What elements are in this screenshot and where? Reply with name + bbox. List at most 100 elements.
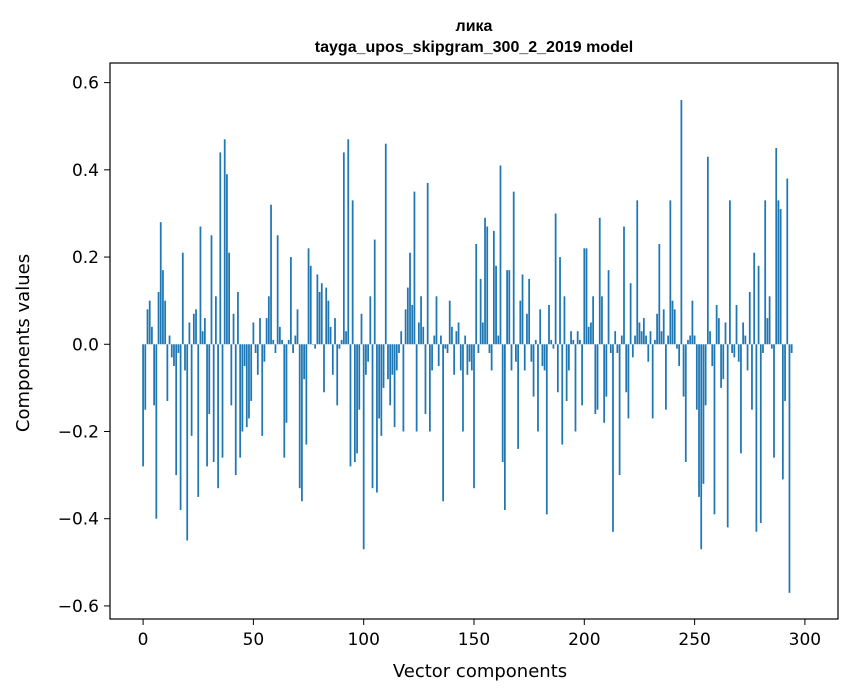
bar-241 <box>673 309 676 345</box>
bar-17 <box>179 344 182 510</box>
bar-109 <box>382 344 385 388</box>
bar-238 <box>667 335 670 345</box>
bar-136 <box>442 344 444 502</box>
bar-89 <box>338 344 341 349</box>
bar-177 <box>532 344 535 397</box>
bar-219 <box>625 344 628 393</box>
bar-2 <box>146 309 149 345</box>
bars-group <box>142 100 793 593</box>
bar-184 <box>548 305 550 345</box>
bar-111 <box>387 344 389 380</box>
bar-128 <box>424 344 427 415</box>
bar-166 <box>508 270 511 345</box>
bar-69 <box>294 335 297 345</box>
bar-217 <box>620 335 623 345</box>
bar-283 <box>766 318 769 345</box>
bar-61 <box>276 235 279 345</box>
bar-285 <box>770 344 773 349</box>
bar-284 <box>768 296 771 345</box>
bar-63 <box>281 339 283 345</box>
bar-163 <box>501 344 504 463</box>
bar-93 <box>347 139 350 345</box>
bar-169 <box>515 344 517 362</box>
bar-90 <box>340 339 343 345</box>
bar-246 <box>684 344 687 463</box>
bar-66 <box>287 339 290 345</box>
bar-117 <box>400 331 403 345</box>
bar-164 <box>504 344 506 510</box>
bar-206 <box>596 344 599 410</box>
bar-40 <box>230 344 233 406</box>
bar-172 <box>521 274 524 345</box>
bar-181 <box>541 344 544 367</box>
bar-175 <box>528 278 531 345</box>
bar-46 <box>243 344 246 367</box>
y-tick-label-3: 0.0 <box>72 335 99 355</box>
bar-264 <box>724 322 727 345</box>
bar-186 <box>552 344 555 349</box>
bar-105 <box>373 239 376 345</box>
bar-204 <box>592 296 594 345</box>
bar-215 <box>616 344 619 353</box>
bar-29 <box>206 344 208 467</box>
bar-224 <box>636 200 639 345</box>
bar-34 <box>217 344 219 489</box>
bar-121 <box>409 252 411 345</box>
bar-256 <box>706 156 709 345</box>
bar-235 <box>660 331 663 345</box>
bar-38 <box>226 174 228 345</box>
bar-96 <box>353 344 356 463</box>
bar-243 <box>678 344 681 367</box>
bar-19 <box>184 344 186 371</box>
bar-144 <box>459 344 462 371</box>
bar-9 <box>162 270 164 345</box>
bar-131 <box>431 344 433 371</box>
bar-118 <box>402 344 405 432</box>
bar-53 <box>259 318 261 345</box>
bar-11 <box>166 344 169 401</box>
bar-261 <box>717 318 720 345</box>
bar-170 <box>517 344 519 449</box>
bar-221 <box>629 283 632 345</box>
bar-227 <box>642 318 645 345</box>
bar-157 <box>488 344 491 353</box>
bar-8 <box>159 222 162 345</box>
bar-156 <box>486 226 489 345</box>
bar-108 <box>380 344 383 436</box>
bar-112 <box>389 344 392 406</box>
bar-197 <box>576 331 579 345</box>
bar-216 <box>618 344 621 476</box>
bar-277 <box>753 252 756 345</box>
bar-160 <box>495 265 497 345</box>
bar-32 <box>212 344 215 463</box>
bar-255 <box>704 344 707 406</box>
bar-55 <box>263 344 266 362</box>
bar-18 <box>181 252 184 345</box>
bar-230 <box>649 331 652 345</box>
bar-59 <box>272 339 275 345</box>
bar-173 <box>523 344 526 371</box>
y-tick-label-0: −0.6 <box>58 597 99 617</box>
bar-279 <box>757 265 760 345</box>
bar-253 <box>700 344 703 550</box>
bar-194 <box>570 331 572 345</box>
bar-270 <box>737 344 740 362</box>
bar-75 <box>307 248 310 345</box>
bar-78 <box>314 344 317 349</box>
bar-39 <box>228 252 230 345</box>
bar-179 <box>537 344 539 432</box>
bar-113 <box>391 344 394 375</box>
bar-259 <box>713 344 716 515</box>
bar-97 <box>356 344 358 454</box>
x-tick-label-300: 300 <box>789 630 821 650</box>
y-axis: −0.6 −0.4 −0.2 0.0 0.2 0.4 0.6 <box>58 74 110 617</box>
bar-4 <box>151 326 153 345</box>
bar-48 <box>248 344 250 419</box>
y-axis-label: Components values <box>13 254 34 432</box>
bar-124 <box>415 344 418 432</box>
bar-185 <box>550 339 553 345</box>
bar-58 <box>270 204 272 345</box>
bar-226 <box>640 331 643 345</box>
bar-43 <box>237 291 239 345</box>
